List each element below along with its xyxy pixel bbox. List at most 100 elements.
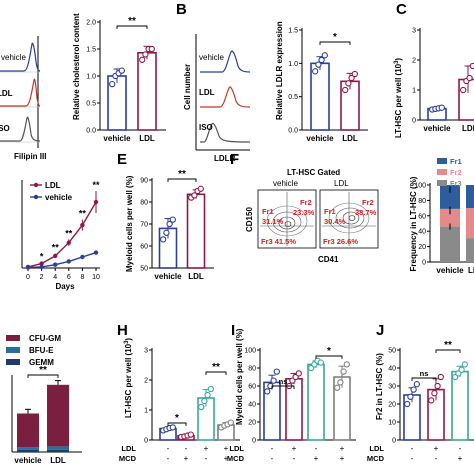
chart-e-x-label: vehicle [154, 272, 182, 281]
chart-d-marker [53, 253, 58, 259]
chart-b-sig-label: * [333, 32, 337, 43]
chart-j-data-point [431, 390, 438, 397]
chart-f-stack-segment [466, 238, 474, 262]
chart-g-legend-swatch [6, 335, 20, 341]
chart-h-sig-label: * [175, 413, 179, 424]
hist-b-xlabel: LDLR [214, 154, 236, 163]
chart-i-data-point [340, 368, 347, 375]
chart-i-y-tick-label: 20 [248, 420, 256, 427]
hist-a-ldl-curve [0, 78, 41, 107]
chart-e-data-point [163, 229, 170, 236]
facs-vehicle-density-core [284, 221, 292, 227]
chart-g-stack-segment [17, 413, 39, 448]
chart-g-stack-segment [17, 449, 39, 452]
gate-fr3-ldl: Fr3 26.6% [323, 237, 358, 246]
panel-a-histograms: vehicle LDL ISO Filipin III [0, 36, 46, 161]
chart-j-sig-bracket [411, 377, 437, 381]
gate-fr2-vehicle-pct: 23.3% [293, 208, 315, 217]
panel-e-letter: E [117, 151, 127, 168]
chart-c-data-point [460, 86, 467, 94]
chart-g-legend-swatch [6, 347, 20, 353]
panel-b-bar-chart: 0.0 0.5 1.0 1.5 vehicle LDL Relative LDLR expr… [275, 21, 368, 143]
chart-f-stack-segment [440, 226, 460, 262]
chart-i-ldl-sign: + [340, 444, 345, 453]
chart-i-sig-bracket [315, 355, 343, 359]
chart-i-mcd-sign: + [340, 454, 345, 463]
chart-a-x-label: vehicle [103, 134, 131, 143]
chart-h-data-point [201, 397, 208, 405]
chart-f-y-label: Frequency in LT-HSC (%) [409, 176, 418, 271]
panel-b-letter: B [176, 1, 187, 18]
hist-b-ylabel: Cell number [183, 64, 192, 110]
chart-a-data-point [142, 51, 149, 58]
facs-ylabel: CD150 [245, 207, 254, 232]
chart-b-data-point [342, 86, 349, 94]
chart-j-sig-bracket [435, 349, 461, 353]
chart-g-stack-segment [47, 446, 69, 450]
hist-b-label-vehicle: vehicle [199, 53, 224, 62]
chart-e-data-point [166, 220, 173, 228]
chart-e-bar [186, 193, 206, 269]
panel-h: H LT-HSC per well (103) 0123LDLMCD---++-… [117, 322, 240, 463]
chart-h-ldl-sign: - [167, 444, 170, 453]
chart-d-x-label: Days [55, 282, 75, 291]
panel-b-histograms: vehicle LDL ISO Cell number LDLR [183, 34, 251, 163]
chart-c-y-tick-label: 3 [412, 28, 416, 35]
chart-i-data-point [270, 377, 277, 384]
chart-a-y-label: Relative cholesterol content [72, 13, 81, 120]
panel-c-letter: C [396, 1, 407, 18]
chart-f-stack-segment [440, 208, 460, 227]
chart-c-x-label: vehicle [423, 124, 451, 133]
panel-i-letter: I [231, 322, 235, 339]
chart-c-bar [458, 78, 474, 121]
chart-d-marker [93, 250, 99, 255]
chart-i-data-point [334, 384, 341, 391]
panel-c: C 0 1 2 3 vehicle LDL LT-HSC per well (103) [394, 1, 474, 138]
chart-e-x-label: LDL [188, 272, 204, 281]
chart-c-data-point [466, 74, 473, 82]
chart-c-y-tick-label: 0 [412, 118, 416, 125]
chart-i-data-point [273, 368, 280, 375]
chart-j-data-point [407, 393, 414, 400]
chart-b-sig-bracket [319, 41, 351, 45]
chart-b-data-point [312, 68, 319, 75]
chart-h-ldl-sign: + [224, 444, 229, 453]
chart-d-legend-vehicle-label: vehicle [45, 193, 73, 202]
chart-a-data-point [139, 56, 146, 63]
chart-j-y-tick-label: 20 [388, 402, 396, 409]
chart-j-sig-label: ns [420, 369, 429, 378]
chart-i-mcd-sign: + [314, 454, 319, 463]
chart-d-marker [80, 222, 85, 228]
chart-d-sig-label: ** [92, 180, 100, 190]
chart-e-data-point [191, 192, 198, 199]
hist-a-vehicle-curve [0, 42, 41, 72]
facs-label-ldl: LDL [334, 179, 349, 188]
chart-f-legend-label: Fr1 [450, 157, 462, 166]
chart-f-stack-segment [440, 185, 460, 209]
chart-g-stack-segment [47, 449, 69, 452]
chart-i-row-label-ldl: LDL [229, 444, 244, 453]
chart-a-data-point [148, 45, 155, 53]
chart-d-series-line [27, 201, 97, 268]
facs-title: LT-HSC Gated [287, 168, 340, 177]
chart-b-x-label: vehicle [306, 134, 334, 143]
chart-j-ldl-sign: - [459, 444, 462, 453]
panel-e-bar-chart: 50 60 70 80 90 vehicle LDL Myeloid cells per we… [125, 169, 214, 281]
chart-b-x-label: LDL [342, 134, 358, 143]
chart-b-data-point [315, 61, 322, 68]
gate-fr1-vehicle-name: Fr1 [262, 207, 274, 216]
chart-j-data-point [434, 382, 441, 390]
chart-h-data-point [169, 424, 176, 431]
facs-ldl-density-mid [335, 207, 365, 229]
chart-d-legend-ldl-marker [33, 182, 39, 188]
chart-j-y-tick-label: 10 [388, 420, 396, 427]
chart-f-stack-segment [466, 185, 474, 209]
chart-h-sig-label: ** [212, 362, 220, 373]
chart-j-data-point [458, 366, 465, 373]
chart-i-ldl-sign: - [315, 444, 318, 453]
